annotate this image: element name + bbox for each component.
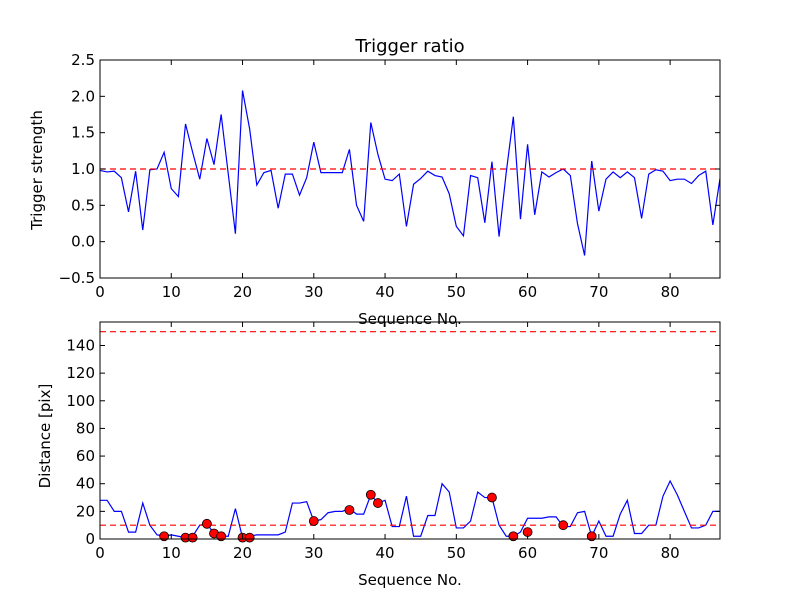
y-tick-label: 100 [66,392,95,410]
y-tick-label: 140 [66,336,95,354]
x-tick-label: 30 [304,283,323,301]
y-tick-label: 1.0 [71,160,95,178]
x-tick-label: 30 [304,544,323,562]
x-tick-label: 0 [95,283,105,301]
distance-chart: 0 10 20 30 40 50 60 70 80 0 20 40 60 80 100 120 140 Sequ… [36,321,721,589]
data-point-marker [487,492,497,503]
x-tick-label: 10 [162,283,181,301]
x-tick-label: 70 [589,544,608,562]
y-axis-label: Distance [pix] [36,384,54,489]
data-point-marker [508,531,519,542]
x-tick-label: 20 [233,283,252,301]
y-tick-label: 0.5 [71,196,95,214]
data-point-marker [201,518,212,529]
data-point-marker [187,532,198,543]
data-point-marker [244,532,255,543]
x-tick-label: 0 [95,544,105,562]
y-tick-label: 0 [85,530,95,548]
chart-title: Trigger ratio [354,36,464,57]
y-tick-label: 20 [76,502,95,520]
x-axis-label: Sequence No. [358,310,462,328]
y-tick-label: 1.5 [71,124,95,142]
y-axis-label: Trigger strength [28,110,46,231]
data-point-marker [344,505,355,515]
x-tick-label: 50 [447,544,466,562]
x-tick-label: 70 [589,283,608,301]
axes-frame [99,321,721,540]
x-axis-label: Sequence No. [358,571,462,589]
data-point-marker [216,531,227,542]
x-tick-label: 50 [447,283,466,301]
y-tick-label: 2.0 [71,87,95,105]
x-tick-label: 20 [233,544,252,562]
y-tick-label: −0.5 [59,269,95,287]
data-point-marker [365,489,376,500]
x-tick-label: 80 [661,544,680,562]
x-tick-label: 60 [518,544,537,562]
y-tick-label: 80 [76,419,95,437]
x-tick-label: 40 [376,283,395,301]
y-tick-label: 60 [76,447,95,465]
trigger-ratio-chart: Trigger ratio 0 10 20 30 40 50 60 70 80 −0.5 0.0 0.… [28,36,721,328]
series-line [99,90,721,256]
trigger-plot-area: 0 10 20 30 40 50 60 70 80 −0.5 0.0 0.5 1.0 1.5 2.0 2.5 [59,51,721,301]
data-point-marker [308,516,319,526]
y-tick-label: 0.0 [71,233,95,251]
data-point-marker [586,531,597,542]
data-point-marker [558,520,569,531]
y-tick-label: 40 [76,475,95,493]
distance-plot-area: 0 10 20 30 40 50 60 70 80 0 20 40 60 80 100 120 140 [66,321,721,562]
x-tick-label: 60 [518,283,537,301]
y-tick-label: 2.5 [71,51,95,69]
x-tick-label: 80 [661,283,680,301]
y-tick-label: 120 [66,364,95,382]
data-point-marker [373,498,383,508]
x-tick-label: 40 [376,544,395,562]
data-point-marker [159,531,170,542]
x-tick-label: 10 [162,544,181,562]
